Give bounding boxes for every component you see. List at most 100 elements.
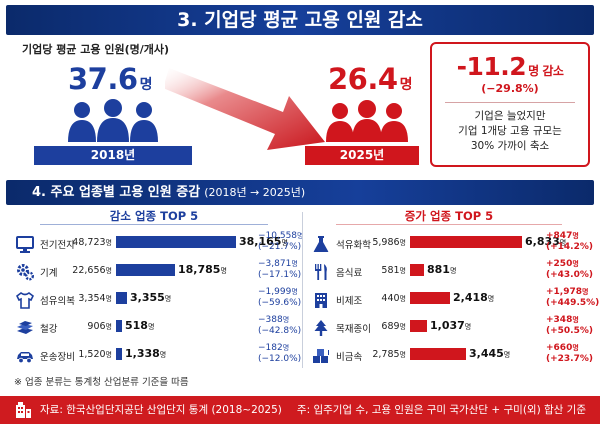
panel-divider — [302, 212, 303, 368]
people-2025-icon — [320, 98, 414, 144]
car-icon — [17, 352, 33, 364]
increase-panel: 증가 업종 TOP 5 석유화학 5,986명 6,833명 +847명 (+14.2%… — [306, 208, 599, 370]
section4-title: 4. 주요 업종별 고용 인원 증감 — [32, 185, 201, 200]
footer-source: 자료: 한국산업단지공단 산업단지 통계 (2018~2025) — [40, 404, 282, 416]
boxes-icon — [313, 349, 329, 363]
decrease-row: 철강 906명 518명 −388명 (−42.8%) — [10, 314, 302, 342]
shirt-icon — [16, 292, 34, 309]
gears-icon — [17, 264, 34, 281]
value-2025-bar — [410, 292, 450, 304]
avg-2025-value: 26.4 명 — [328, 62, 412, 96]
industry-name: 철강 — [40, 324, 58, 335]
industry-name: 비제조 — [336, 296, 363, 307]
section3-title: 3. 기업당 평균 고용 인원 감소 — [6, 5, 594, 35]
value-2018: 1,520명 — [78, 349, 112, 360]
change-value: −3,871명 (−17.1%) — [258, 259, 302, 280]
value-2025-bar — [410, 320, 427, 332]
flask-icon — [313, 236, 329, 252]
industry-name: 석유화학 — [336, 240, 371, 251]
industry-name: 전기전자 — [40, 240, 75, 251]
value-2025: 18,785명 — [178, 263, 227, 276]
value-2025: 881명 — [427, 263, 457, 276]
value-2025-bar — [410, 348, 466, 360]
industry-name: 비금속 — [336, 352, 363, 363]
industry-name: 운송장비 — [40, 352, 75, 363]
increase-panel-title: 증가 업종 TOP 5 — [404, 209, 494, 223]
increase-row: 목재종이 689명 1,037명 +348명 (+50.5%) — [306, 314, 593, 342]
footnote-note: ※ 업종 분류는 통계청 산업분류 기준을 따름 — [14, 377, 189, 388]
decrease-panel: 감소 업종 TOP 5 전기전자 48,723명 38,165명 −10,558명 (−… — [10, 208, 304, 370]
divider — [40, 224, 268, 225]
change-value: −182명 (−12.0%) — [258, 343, 302, 364]
year-2025-label: 2025년 — [305, 146, 419, 165]
change-value: −1,999명 (−59.6%) — [258, 287, 302, 308]
change-description: 기업은 늘었지만 기업 1개당 고용 규모는 30% 가까이 축소 — [458, 110, 562, 152]
steel-icon — [17, 321, 33, 334]
change-value: +348명 (+50.5%) — [546, 315, 593, 336]
change-value: +250명 (+43.0%) — [546, 259, 593, 280]
value-2025-bar — [410, 264, 424, 276]
monitor-icon — [16, 236, 34, 253]
change-value: −388명 (−42.8%) — [258, 315, 302, 336]
decrease-row: 섬유의복 3,354명 3,355명 −1,999명 (−59.6%) — [10, 286, 302, 314]
value-2018: 2,785명 — [372, 349, 406, 360]
change-summary-box: -11.2 명 감소 (−29.8%) 기업은 늘었지만 기업 1개당 고용 규모… — [430, 42, 590, 167]
value-2025-bar — [116, 292, 127, 304]
footer-bar: 자료: 한국산업단지공단 산업단지 통계 (2018~2025) 주: 입주기업… — [0, 396, 600, 424]
value-2025: 6,833명 — [525, 235, 567, 248]
divider — [445, 102, 575, 103]
value-2025-bar — [116, 264, 175, 276]
increase-row: 비제조 440명 2,418명 +1,978명 (+449.5%) — [306, 286, 599, 314]
industry-name: 섬유의복 — [40, 296, 75, 307]
section4-header: 4. 주요 업종별 고용 인원 증감 (2018년 → 2025년) — [6, 180, 594, 205]
divider — [336, 224, 562, 225]
change-value: −10,558명 (−21.7%) — [258, 231, 304, 252]
decrease-row: 전기전자 48,723명 38,165명 −10,558명 (−21.7%) — [10, 230, 304, 258]
utensils-icon — [315, 264, 327, 280]
value-2025-bar — [116, 236, 236, 248]
value-2025: 38,165명 — [239, 235, 288, 248]
decrease-panel-title: 감소 업종 TOP 5 — [109, 209, 199, 223]
value-2025: 1,338명 — [125, 347, 167, 360]
footer-footnote: 주: 입주기업 수, 고용 인원은 구미 국가산단 + 구미(외) 합산 기준 — [296, 404, 586, 416]
value-2018: 581명 — [381, 265, 406, 276]
value-2025-bar — [116, 320, 122, 332]
value-2018: 440명 — [381, 293, 406, 304]
building-icon — [315, 293, 327, 308]
section4-subtitle: (2018년 → 2025년) — [204, 186, 306, 199]
value-2018: 689명 — [381, 321, 406, 332]
increase-row: 음식료 581명 881명 +250명 (+43.0%) — [306, 258, 593, 286]
change-value: +847명 (+14.2%) — [546, 231, 593, 252]
year-2018-label: 2018년 — [34, 146, 192, 165]
decrease-arrow-icon — [165, 68, 325, 150]
industry-name: 목재종이 — [336, 324, 371, 335]
value-2018: 906명 — [87, 321, 112, 332]
value-2025: 2,418명 — [453, 291, 495, 304]
decrease-row: 운송장비 1,520명 1,338명 −182명 (−12.0%) — [10, 342, 302, 370]
value-2025: 1,037명 — [430, 319, 472, 332]
value-2025: 518명 — [125, 319, 155, 332]
industry-name: 기계 — [40, 268, 58, 279]
change-value: +660명 (+23.7%) — [546, 343, 593, 364]
value-2018: 5,986명 — [372, 237, 406, 248]
building-icon — [16, 402, 31, 418]
decrease-row: 기계 22,656명 18,785명 −3,871명 (−17.1%) — [10, 258, 302, 286]
change-percent: (−29.8%) — [481, 82, 539, 95]
value-2025: 3,445명 — [469, 347, 511, 360]
change-value: -11.2 명 감소 — [456, 52, 564, 81]
increase-row: 비금속 2,785명 3,445명 +660명 (+23.7%) — [306, 342, 593, 370]
avg-2018-value: 37.6 명 — [68, 62, 152, 96]
value-2025-bar — [410, 236, 522, 248]
value-2025: 3,355명 — [130, 291, 172, 304]
change-value: +1,978명 (+449.5%) — [546, 287, 600, 308]
industry-name: 음식료 — [336, 268, 363, 279]
section3-subtitle: 기업당 평균 고용 인원(명/개사) — [22, 43, 170, 56]
increase-row: 석유화학 5,986명 6,833명 +847명 (+14.2%) — [306, 230, 593, 258]
people-2018-icon — [66, 98, 160, 144]
value-2025-bar — [116, 348, 122, 360]
value-2018: 48,723명 — [72, 237, 112, 248]
value-2018: 3,354명 — [78, 293, 112, 304]
value-2018: 22,656명 — [72, 265, 112, 276]
tree-icon — [314, 320, 328, 336]
